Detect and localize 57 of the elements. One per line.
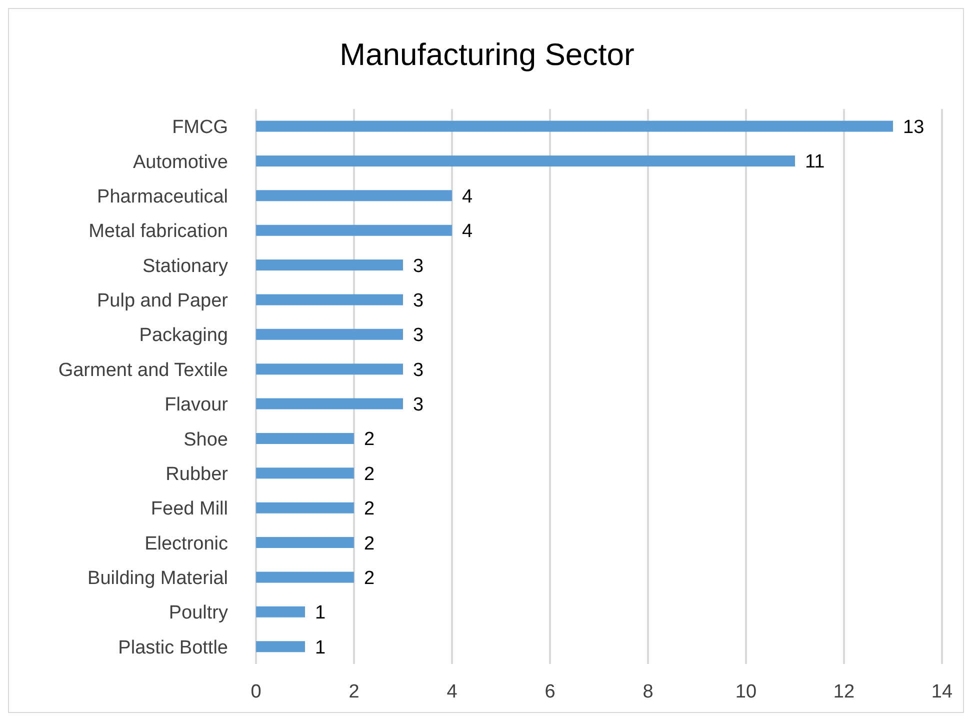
y-tick-label: Electronic bbox=[144, 533, 228, 554]
data-label: 1 bbox=[315, 602, 326, 624]
x-tick-label: 12 bbox=[833, 681, 855, 702]
chart-title: Manufacturing Sector bbox=[338, 37, 636, 73]
bar bbox=[256, 294, 403, 306]
bar bbox=[256, 537, 354, 548]
data-label: 2 bbox=[364, 464, 375, 485]
bar bbox=[256, 155, 795, 166]
y-tick-label: Feed Mill bbox=[150, 498, 228, 520]
data-label: 2 bbox=[364, 533, 375, 554]
bar bbox=[256, 364, 403, 375]
data-label: 3 bbox=[413, 360, 424, 381]
y-tick-label: Garment and Textile bbox=[58, 360, 228, 381]
x-tick-label: 10 bbox=[735, 681, 757, 702]
y-tick-label: Packaging bbox=[139, 325, 228, 346]
y-tick-label: Building Material bbox=[88, 568, 228, 590]
bar bbox=[256, 432, 354, 444]
data-label: 13 bbox=[903, 117, 924, 138]
y-tick-label: Rubber bbox=[166, 464, 229, 485]
data-label: 2 bbox=[364, 568, 375, 589]
bar bbox=[256, 224, 452, 236]
bar bbox=[256, 328, 403, 340]
data-label: 4 bbox=[462, 186, 473, 208]
y-tick-label: Metal fabrication bbox=[88, 221, 228, 242]
y-tick-label: Stationary bbox=[142, 256, 228, 277]
x-tick-label: 14 bbox=[931, 681, 953, 702]
bar bbox=[256, 398, 403, 410]
data-label: 3 bbox=[413, 394, 424, 416]
data-label: 2 bbox=[364, 429, 375, 450]
data-label: 4 bbox=[462, 221, 473, 242]
data-label: 3 bbox=[413, 325, 424, 346]
x-tick-label: 2 bbox=[348, 681, 360, 702]
data-label: 2 bbox=[364, 498, 375, 520]
bar bbox=[256, 468, 354, 479]
y-tick-label: FMCG bbox=[172, 117, 228, 138]
data-label: 11 bbox=[805, 152, 825, 173]
data-label: 3 bbox=[413, 290, 424, 312]
y-tick-label: Pulp and Paper bbox=[97, 290, 229, 312]
y-tick-label: Shoe bbox=[184, 429, 228, 450]
bar bbox=[256, 502, 354, 514]
y-tick-label: Automotive bbox=[132, 152, 228, 173]
bar bbox=[256, 190, 452, 202]
bar bbox=[256, 572, 354, 583]
x-tick-label: 8 bbox=[642, 681, 654, 702]
bar bbox=[256, 260, 403, 271]
data-label: 1 bbox=[315, 637, 326, 658]
x-tick-label: 6 bbox=[544, 681, 556, 702]
data-label: 3 bbox=[413, 256, 424, 277]
y-tick-label: Plastic Bottle bbox=[118, 637, 228, 658]
y-tick-label: Poultry bbox=[168, 602, 228, 624]
x-tick-label: 4 bbox=[446, 681, 458, 702]
bar bbox=[256, 606, 305, 618]
y-tick-label: Pharmaceutical bbox=[97, 186, 228, 208]
bar bbox=[256, 641, 305, 652]
x-tick-label: 0 bbox=[250, 681, 262, 702]
y-tick-label: Flavour bbox=[164, 394, 229, 416]
bar bbox=[256, 120, 893, 132]
